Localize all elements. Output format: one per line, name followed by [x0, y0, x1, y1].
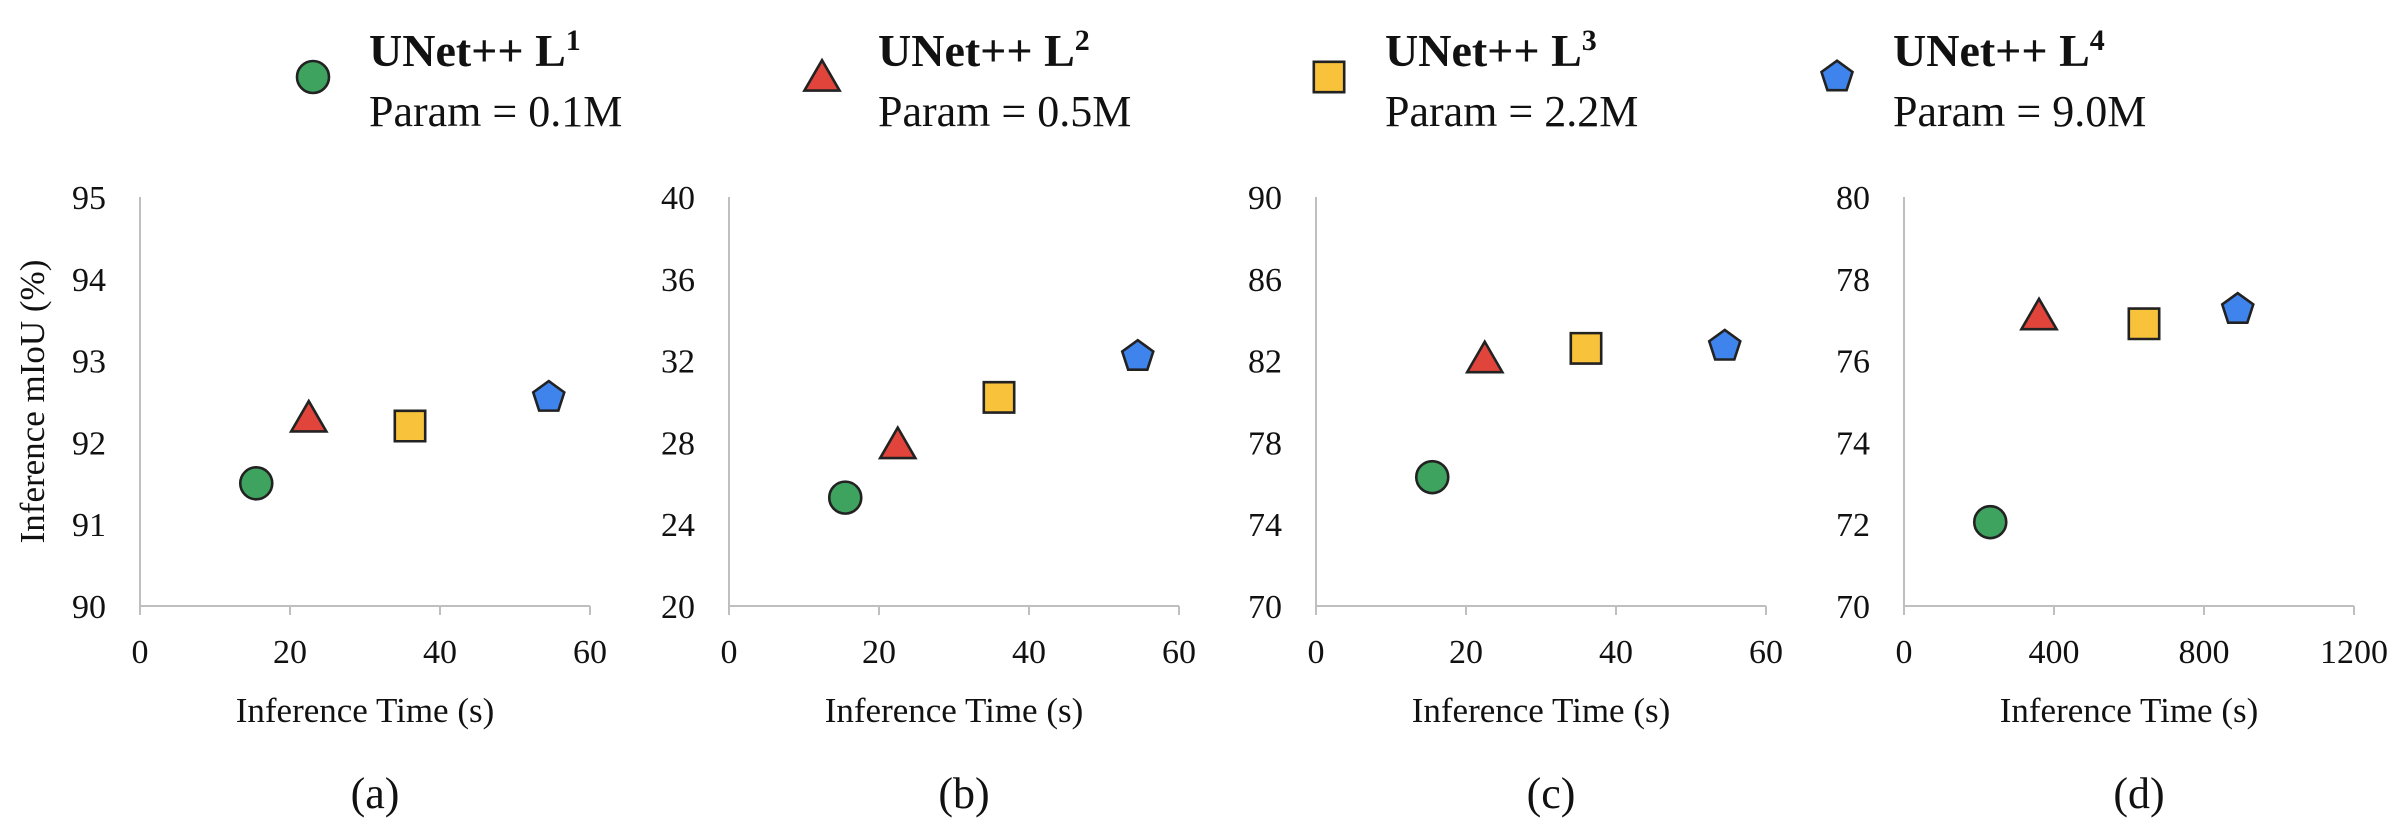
data-point — [531, 379, 566, 412]
y-tick-label: 82 — [1248, 344, 1282, 381]
legend-item: UNet++ L4 Param = 9.0M — [1819, 24, 2146, 136]
x-tick-label: 40 — [423, 634, 457, 671]
triangle-marker-icon — [802, 57, 842, 92]
data-point — [288, 398, 329, 433]
chart-panel: 70 74 78 82 86 90 0 20 40 60 Inference Time (s) (c) — [1248, 180, 1783, 818]
y-tick-label: 80 — [1836, 180, 1870, 217]
panel-label: (c) — [1527, 769, 1576, 818]
square-marker-icon — [1312, 60, 1346, 94]
circle-marker-icon — [295, 59, 331, 95]
data-point — [1120, 338, 1155, 372]
y-tick-label: 93 — [72, 344, 106, 381]
chart-panel: 90 91 92 93 94 95 0 20 40 60 Inference Time (s) Inf… — [13, 180, 607, 818]
panel-label: (d) — [2113, 769, 2164, 818]
legend-item: UNet++ L2 Param = 0.5M — [802, 24, 1131, 136]
x-axis-label: Inference Time (s) — [236, 691, 495, 730]
legend-item: UNet++ L1 Param = 0.1M — [295, 24, 622, 136]
data-point — [1707, 328, 1742, 361]
legend-series-name: UNet++ L4 — [1893, 24, 2105, 77]
data-point — [238, 465, 274, 501]
y-tick-label: 90 — [72, 589, 106, 626]
x-tick-label: 0 — [1896, 634, 1913, 671]
y-tick-label: 40 — [661, 180, 695, 217]
data-point — [393, 409, 427, 443]
legend-item: UNet++ L3 Param = 2.2M — [1312, 24, 1638, 136]
y-tick-label: 76 — [1836, 344, 1870, 381]
data-point — [982, 380, 1016, 414]
y-tick-label: 78 — [1836, 262, 1870, 299]
data-point — [2019, 296, 2059, 331]
y-tick-label: 78 — [1248, 425, 1282, 462]
x-tick-label: 20 — [273, 634, 307, 671]
legend-param: Param = 9.0M — [1893, 87, 2146, 136]
y-tick-label: 90 — [1248, 180, 1282, 217]
y-tick-label: 86 — [1248, 262, 1282, 299]
y-tick-label: 28 — [661, 425, 695, 462]
panels: 90 91 92 93 94 95 0 20 40 60 Inference Time (s) Inf… — [13, 180, 2388, 818]
y-tick-label: 20 — [661, 589, 695, 626]
legend-param: Param = 0.1M — [369, 87, 622, 136]
y-tick-label: 74 — [1836, 425, 1870, 462]
y-tick-label: 70 — [1836, 589, 1870, 626]
x-axis-label: Inference Time (s) — [2000, 691, 2259, 730]
y-tick-label: 91 — [72, 507, 106, 544]
data-point — [1414, 459, 1450, 495]
legend-series-name: UNet++ L1 — [369, 24, 581, 77]
pentagon-marker-icon — [1819, 59, 1855, 92]
x-axis-label: Inference Time (s) — [825, 691, 1084, 730]
y-tick-label: 36 — [661, 262, 695, 299]
chart-panel: 20 24 28 32 36 40 0 20 40 60 Inference Time (s) (b) — [661, 180, 1196, 818]
x-tick-label: 40 — [1599, 634, 1633, 671]
x-tick-label: 400 — [2029, 634, 2080, 671]
legend: UNet++ L1 Param = 0.1M UNet++ L2 Param = 0.… — [295, 24, 2146, 136]
legend-param: Param = 2.2M — [1385, 87, 1638, 136]
x-tick-label: 20 — [862, 634, 896, 671]
data-point — [2127, 307, 2161, 341]
legend-series-name: UNet++ L3 — [1385, 24, 1597, 77]
panel-label: (a) — [351, 769, 400, 818]
x-axis-label: Inference Time (s) — [1412, 691, 1671, 730]
data-point — [2220, 291, 2255, 324]
y-tick-label: 70 — [1248, 589, 1282, 626]
x-tick-label: 40 — [1012, 634, 1046, 671]
y-tick-label: 72 — [1836, 507, 1870, 544]
x-tick-label: 60 — [1749, 634, 1783, 671]
x-tick-label: 60 — [573, 634, 607, 671]
data-point — [877, 425, 918, 460]
x-tick-label: 0 — [1308, 634, 1325, 671]
y-tick-label: 94 — [72, 262, 106, 299]
panel-label: (b) — [938, 769, 989, 818]
data-point — [1972, 504, 2008, 540]
y-tick-label: 95 — [72, 180, 106, 217]
legend-param: Param = 0.5M — [878, 87, 1131, 136]
y-tick-label: 74 — [1248, 507, 1282, 544]
legend-series-name: UNet++ L2 — [878, 24, 1090, 77]
data-point — [1464, 339, 1505, 374]
x-tick-label: 1200 — [2320, 634, 2388, 671]
y-tick-label: 92 — [72, 425, 106, 462]
y-tick-label: 32 — [661, 344, 695, 381]
data-point — [827, 480, 863, 515]
x-tick-label: 20 — [1449, 634, 1483, 671]
x-tick-label: 0 — [721, 634, 738, 671]
x-tick-label: 60 — [1162, 634, 1196, 671]
y-axis-label: Inference mIoU (%) — [13, 260, 52, 544]
x-tick-label: 800 — [2179, 634, 2230, 671]
x-tick-label: 0 — [132, 634, 149, 671]
y-tick-label: 24 — [661, 507, 695, 544]
data-point — [1569, 331, 1603, 365]
